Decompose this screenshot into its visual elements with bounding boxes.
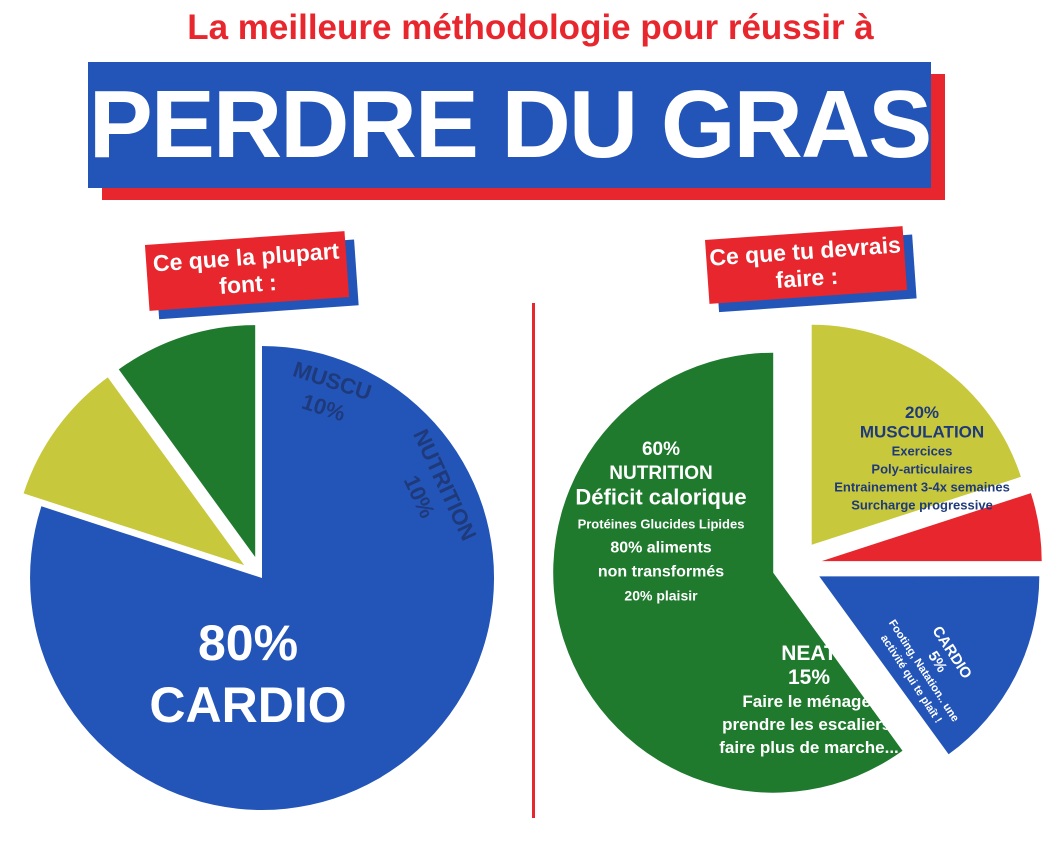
pie2-neat-line-3: Faire le ménage, (742, 692, 875, 711)
subtitle: La meilleure méthodologie pour réussir à (187, 8, 874, 47)
pie2-nutrition-line-4: Protéines Glucides Lipides (578, 516, 745, 531)
pie2-nutrition-line-1: 60% (642, 439, 680, 460)
pie2-nutrition-line-5: 80% aliments (610, 539, 711, 556)
pie1-slice-muscu (23, 377, 245, 566)
pie2-musculation-line-6: Surcharge progressive (851, 498, 993, 513)
divider (532, 303, 535, 818)
pie2-musculation-line-4: Poly-articulaires (871, 462, 972, 477)
pie2-nutrition-line-6: non transformés (598, 563, 724, 580)
pie2-neat-line-5: faire plus de marche... (719, 738, 899, 757)
pie2-neat-line-4: prendre les escaliers, (722, 715, 896, 734)
pie2-musculation-line-5: Entrainement 3-4x semaines (834, 480, 1010, 495)
pie2-musculation-line-1: 20% (905, 403, 939, 422)
pie2-label-musculation: 20%MUSCULATION Exercices Poly-articulaires… (834, 403, 1010, 513)
pie2-slice-musculation (811, 324, 1021, 545)
pie1-label-cardio: 80% CARDIO (149, 615, 346, 733)
pie1-cardio-line-2: CARDIO (149, 677, 346, 733)
pie1-cardio-line-1: 80% (198, 615, 298, 671)
pie2-nutrition-line-2: NUTRITION (609, 463, 712, 484)
pie2-musculation-line-2: MUSCULATION (860, 423, 984, 442)
pie2-slice-cardio (821, 493, 1042, 562)
pie2-neat-line-2: 15% (788, 666, 830, 689)
pie2-nutrition-line-3: Déficit calorique (575, 484, 746, 509)
pie1-slice-cardio (30, 346, 495, 810)
pie2-slice-nutrition (553, 352, 903, 793)
pie2-neat-line-1: NEAT (781, 642, 837, 665)
pie2-slice-neat (819, 576, 1040, 755)
pie2-nutrition-line-7: 20% plaisir (624, 587, 698, 603)
pie2-musculation-line-3: Exercices (892, 444, 953, 459)
title-banner: PERDRE DU GRAS (88, 62, 932, 188)
pie1-slice-nutrition (118, 325, 256, 558)
page-title: PERDRE DU GRAS (88, 71, 932, 178)
